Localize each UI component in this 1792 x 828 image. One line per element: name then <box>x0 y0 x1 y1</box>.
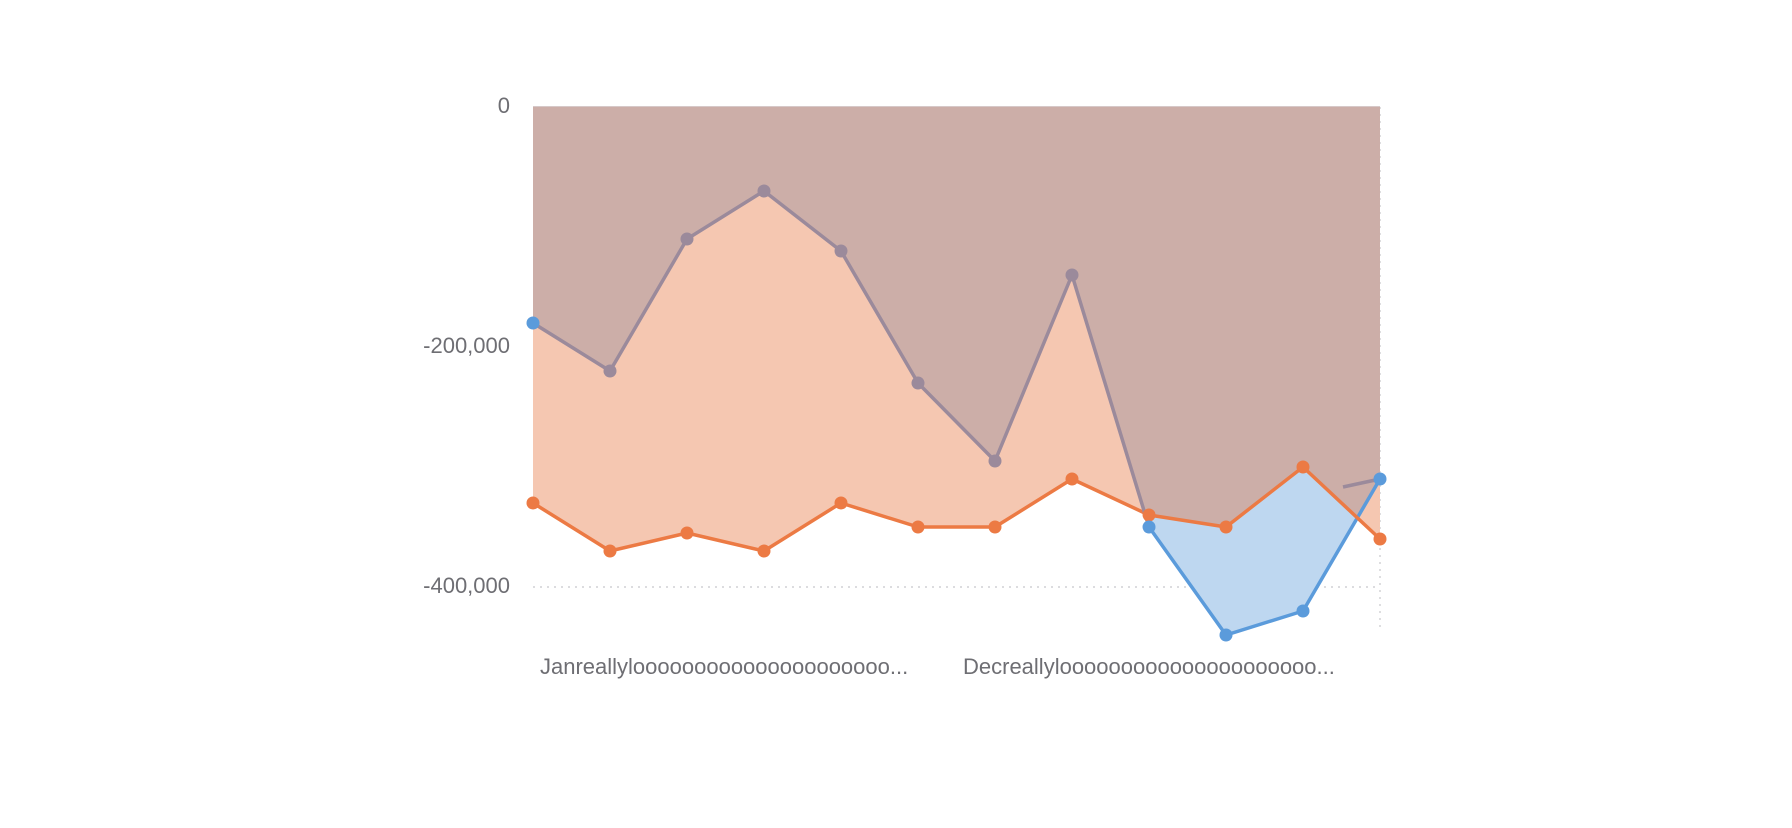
series-2-line <box>532 465 1382 553</box>
series-1-point <box>757 184 771 198</box>
point-layer <box>526 184 1387 642</box>
y-tick-label: 0 <box>498 93 510 118</box>
area-layer <box>533 107 1380 635</box>
y-tick-label: -400,000 <box>423 573 510 598</box>
series-2-point <box>526 496 540 510</box>
series-1-point <box>911 376 925 390</box>
series-1-point <box>680 232 694 246</box>
series-2-point <box>834 496 848 510</box>
series-2-point <box>1219 520 1233 534</box>
series-2-point <box>988 520 1002 534</box>
series-2-point <box>1142 508 1156 522</box>
series-2-point <box>1296 460 1310 474</box>
series-1-point <box>834 244 848 258</box>
series-2-point <box>680 526 694 540</box>
series-1-area <box>533 107 1380 635</box>
axis-layer: 0 -200,000 -400,000 Janreallylooooooooooooo… <box>423 93 1335 679</box>
y-tick-label: -200,000 <box>423 333 510 358</box>
series-3-point <box>526 316 540 330</box>
series-2-point <box>1065 472 1079 486</box>
series-1-point <box>603 364 617 378</box>
series-3-point <box>1373 472 1387 486</box>
series-3-point <box>1219 628 1233 642</box>
series-2-point <box>603 544 617 558</box>
series-2-point <box>1373 532 1387 546</box>
series-1-point <box>1065 268 1079 282</box>
series-2-point <box>757 544 771 558</box>
x-category-label: Janreallylooooooooooooooooooooo... <box>540 654 908 679</box>
series-3-point <box>1296 604 1310 618</box>
series-3-point <box>1142 520 1156 534</box>
series-1-point <box>988 454 1002 468</box>
series-2-point <box>911 520 925 534</box>
x-category-label: Decreallylooooooooooooooooooooo... <box>963 654 1335 679</box>
series-3-line <box>1147 478 1382 637</box>
